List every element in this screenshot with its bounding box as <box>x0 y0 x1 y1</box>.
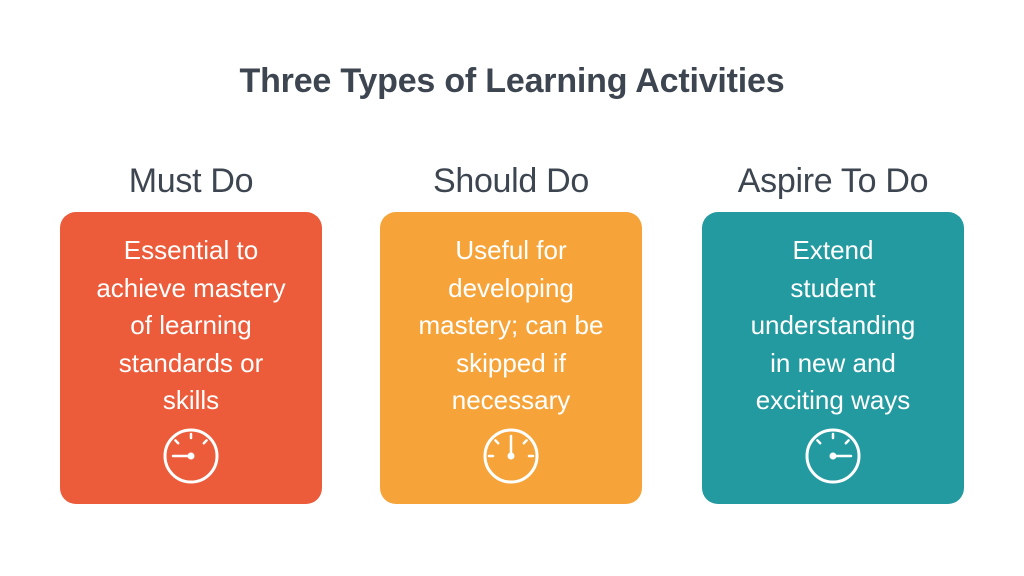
gauge-icon <box>481 426 541 486</box>
column-must-do: Must Do Essential to achieve mastery of … <box>60 160 322 504</box>
gauge-icon <box>803 426 863 486</box>
column-heading: Must Do <box>128 162 254 200</box>
activity-card: Essential to achieve mastery of learning… <box>60 212 322 504</box>
column-should-do: Should Do Useful for developing mastery;… <box>380 160 642 504</box>
gauge-icon <box>161 426 221 486</box>
column-heading: Aspire To Do <box>737 162 929 200</box>
card-description: Useful for developing mastery; can be sk… <box>418 235 604 415</box>
activity-card: Useful for developing mastery; can be sk… <box>380 212 642 504</box>
column-aspire-to-do: Aspire To Do Extend student understandin… <box>702 160 964 504</box>
column-heading: Should Do <box>432 162 590 200</box>
activity-card: Extend student understanding in new and … <box>702 212 964 504</box>
card-description: Essential to achieve mastery of learning… <box>96 235 286 415</box>
page-title: Three Types of Learning Activities <box>239 62 785 100</box>
card-description: Extend student understanding in new and … <box>750 235 916 415</box>
